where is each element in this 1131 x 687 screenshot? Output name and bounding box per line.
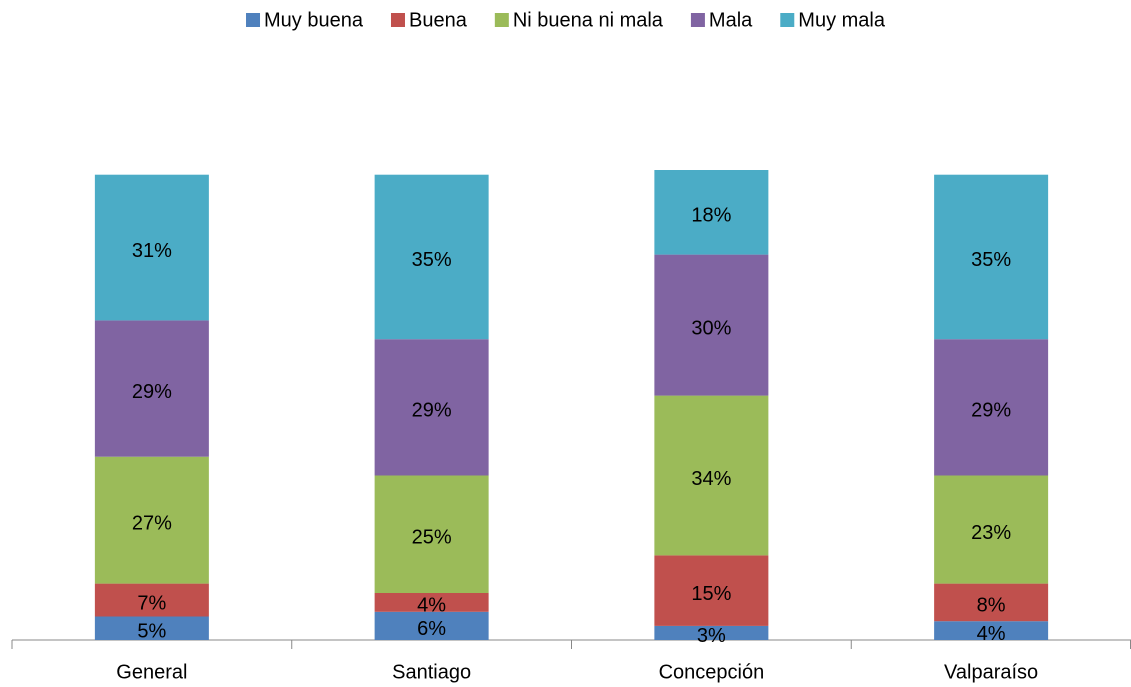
x-tick-label: General	[116, 661, 187, 683]
bar-segment	[94, 174, 209, 321]
legend-swatch	[494, 13, 509, 27]
bar-segment	[94, 583, 209, 617]
x-tick-label: Valparaíso	[944, 661, 1038, 683]
bar-segment	[94, 456, 209, 584]
bar-segment	[654, 170, 769, 255]
bar-segment	[374, 174, 489, 340]
legend-label: Muy mala	[798, 9, 886, 31]
bar-segment	[934, 475, 1049, 584]
data-label: 15%	[691, 583, 731, 605]
x-tick-label: Santiago	[392, 661, 471, 683]
data-label: 5%	[137, 621, 166, 643]
legend-label: Mala	[709, 9, 753, 31]
legend-swatch	[690, 13, 705, 27]
data-label: 3%	[697, 625, 726, 647]
data-label: 27%	[132, 512, 172, 534]
bar-segment	[934, 174, 1049, 340]
bar-segment	[374, 611, 489, 640]
legend: Muy buena Buena Ni buena ni mala Mala Muy ma…	[246, 9, 886, 31]
data-label: 18%	[691, 205, 731, 227]
legend-label: Buena	[409, 9, 468, 31]
legend-swatch	[780, 13, 795, 27]
data-label: 30%	[691, 317, 731, 339]
bar-segment	[654, 555, 769, 626]
bar-segment	[94, 320, 209, 457]
bar-segment	[654, 254, 769, 396]
bar-segment	[654, 625, 769, 640]
legend-label: Ni buena ni mala	[513, 9, 664, 31]
data-label: 34%	[691, 468, 731, 490]
bar-segment	[934, 621, 1049, 640]
legend-swatch	[246, 13, 261, 27]
bar-segment	[94, 616, 209, 640]
data-label: 29%	[971, 400, 1011, 422]
bar-segment	[374, 339, 489, 476]
data-label: 29%	[132, 381, 172, 403]
bar-segment	[374, 593, 489, 612]
legend-label: Muy buena	[264, 9, 364, 31]
bar-segment	[654, 395, 769, 556]
data-label: 25%	[412, 527, 452, 549]
data-label: 35%	[971, 249, 1011, 271]
data-label: 35%	[412, 249, 452, 271]
x-tick-label: Concepción	[659, 661, 765, 683]
legend-swatch	[390, 13, 405, 27]
data-label: 31%	[132, 240, 172, 262]
data-label: 4%	[977, 623, 1006, 645]
bar-segment	[934, 339, 1049, 476]
data-label: 7%	[137, 592, 166, 614]
data-label: 23%	[971, 522, 1011, 544]
data-label: 6%	[417, 618, 446, 640]
data-label: 29%	[412, 400, 452, 422]
data-label: 8%	[977, 595, 1006, 617]
data-label: 4%	[417, 595, 446, 617]
bar-segment	[934, 583, 1049, 622]
bar-segment	[374, 475, 489, 593]
